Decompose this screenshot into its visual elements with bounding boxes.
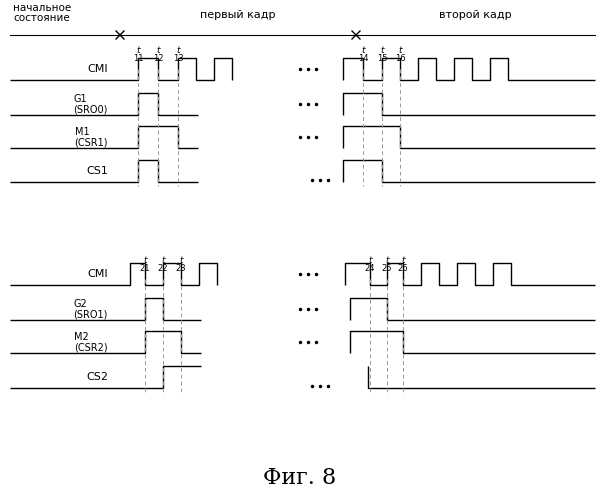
Text: CMI: CMI (87, 64, 108, 74)
Text: 13: 13 (172, 54, 183, 63)
Text: G1
(SRO0): G1 (SRO0) (74, 94, 108, 114)
Text: t: t (136, 46, 140, 55)
Text: CS1: CS1 (86, 166, 108, 176)
Text: t: t (401, 256, 404, 265)
Text: 26: 26 (398, 264, 408, 273)
Text: второй кадр: второй кадр (439, 10, 512, 20)
Text: CMI: CMI (87, 269, 108, 279)
Text: t: t (368, 256, 372, 265)
Text: 15: 15 (377, 54, 387, 63)
Text: 14: 14 (358, 54, 368, 63)
Text: начальное: начальное (13, 3, 72, 13)
Text: t: t (179, 256, 183, 265)
Text: состояние: состояние (13, 13, 70, 23)
Text: M2
(CSR2): M2 (CSR2) (75, 332, 108, 352)
Text: t: t (361, 46, 365, 55)
Text: G2
(SRO1): G2 (SRO1) (74, 298, 108, 320)
Text: 21: 21 (140, 264, 150, 273)
Text: первый кадр: первый кадр (200, 10, 276, 20)
Text: 12: 12 (153, 54, 163, 63)
Text: Фиг. 8: Фиг. 8 (263, 467, 337, 489)
Text: 25: 25 (382, 264, 392, 273)
Text: t: t (161, 256, 165, 265)
Text: t: t (156, 46, 160, 55)
Text: t: t (398, 46, 401, 55)
Text: M1
(CSR1): M1 (CSR1) (75, 126, 108, 148)
Text: 22: 22 (157, 264, 168, 273)
Text: t: t (385, 256, 389, 265)
Text: 16: 16 (395, 54, 405, 63)
Text: CS2: CS2 (86, 372, 108, 382)
Text: 11: 11 (133, 54, 143, 63)
Text: t: t (143, 256, 147, 265)
Text: t: t (176, 46, 180, 55)
Text: t: t (380, 46, 384, 55)
Text: 23: 23 (175, 264, 186, 273)
Text: 24: 24 (365, 264, 375, 273)
